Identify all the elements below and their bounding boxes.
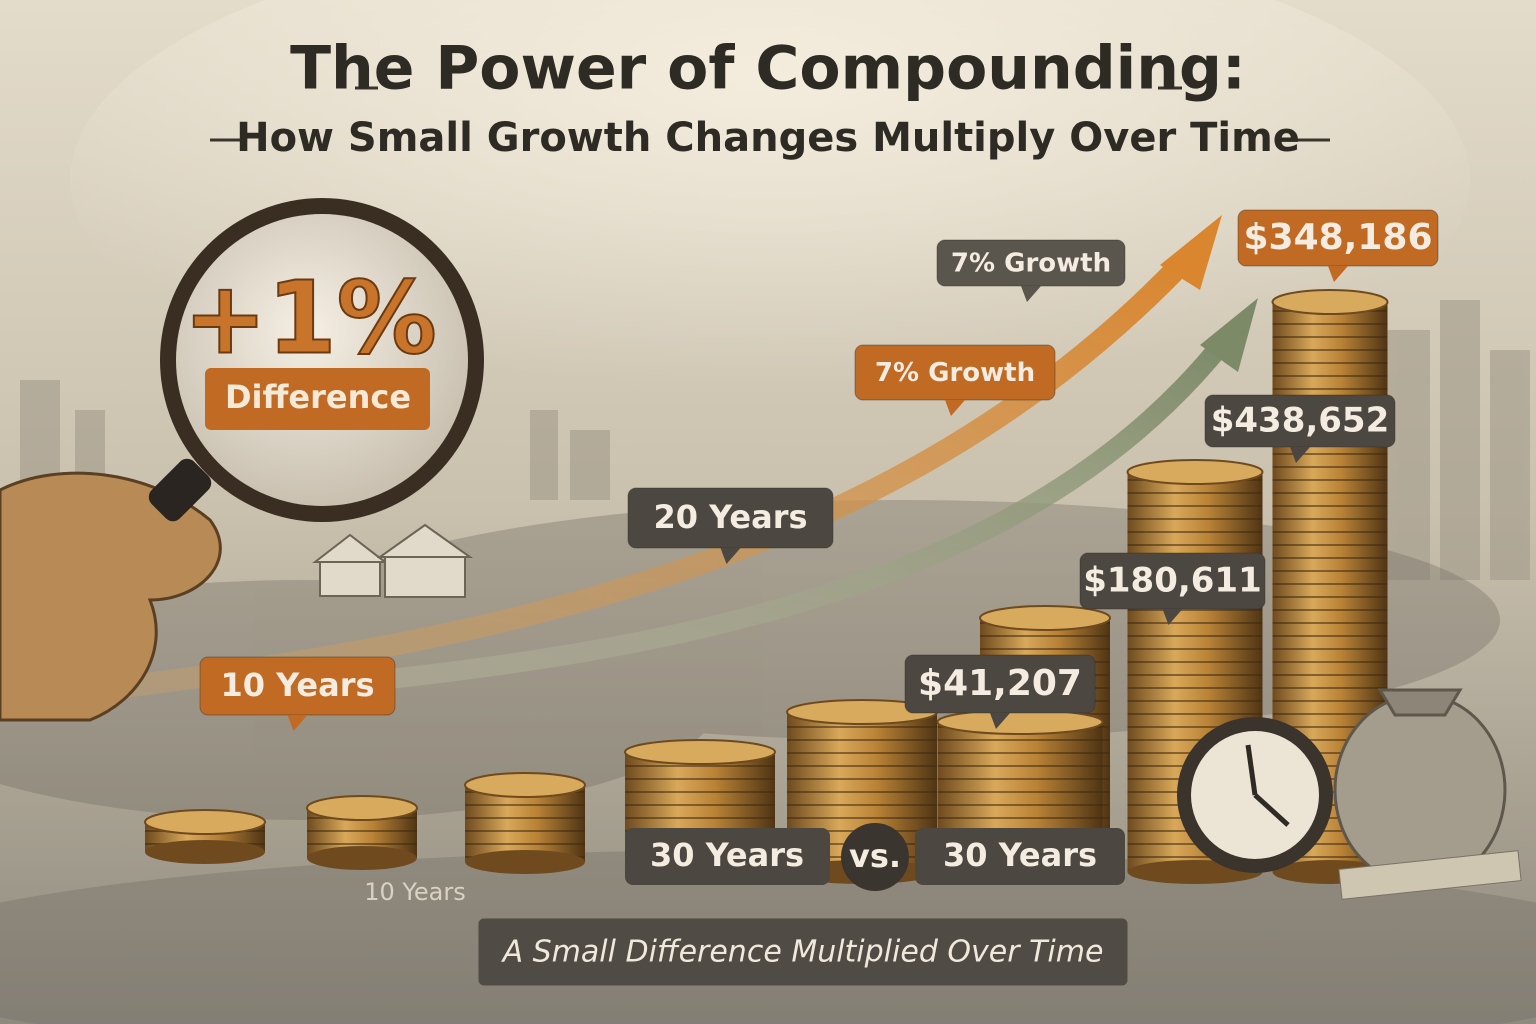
vs-badge	[841, 823, 909, 891]
coin-base	[307, 846, 417, 870]
growth-arrow-green	[378, 333, 1233, 690]
title: The Power of Compounding:	[290, 34, 1246, 104]
callout-tail	[1290, 447, 1310, 463]
coin-base	[465, 850, 585, 874]
magnifier-label: Difference	[225, 378, 411, 416]
arrowhead	[1160, 215, 1222, 290]
coin-top	[306, 795, 418, 821]
clock	[1177, 717, 1333, 873]
hand	[0, 471, 222, 722]
callout-text: $41,207	[918, 663, 1082, 704]
comparison-box	[625, 828, 830, 885]
coin-top	[624, 739, 776, 765]
coin-top	[1271, 289, 1389, 315]
coin-top	[1126, 459, 1264, 485]
houses	[312, 523, 474, 598]
coin-top	[464, 772, 586, 798]
callout-text: $438,652	[1211, 401, 1390, 441]
comparison-vs: vs.	[849, 837, 901, 875]
callout-tail	[1162, 609, 1183, 625]
callout-text: $180,611	[1083, 561, 1262, 601]
caption-box	[477, 917, 1129, 987]
subtitle: How Small Growth Changes Multiply Over T…	[236, 115, 1300, 161]
magnifier	[148, 198, 484, 522]
coin-top	[144, 809, 266, 835]
coin-top	[936, 709, 1104, 735]
money-bag	[1333, 688, 1522, 900]
magnifier-value: +1%	[183, 259, 437, 376]
callout-tail	[1021, 286, 1041, 302]
magnifier-label-box	[205, 368, 430, 430]
callout-text: 10 Years	[220, 666, 374, 704]
comparison-box	[915, 828, 1125, 885]
comparison-left: 30 Years	[650, 836, 804, 874]
callout-tail	[945, 400, 965, 416]
coin-top	[979, 605, 1111, 631]
comparison-right: 30 Years	[943, 836, 1097, 874]
coin-stack	[306, 795, 418, 870]
callout-text: 7% Growth	[951, 249, 1111, 279]
coin-stack	[464, 772, 586, 874]
callouts: 7% Growth $348,186 7% Growth $438,652 20 Yea…	[199, 209, 1439, 731]
coin-stack	[144, 809, 266, 864]
coin-base	[145, 840, 265, 864]
callout-tail	[720, 548, 741, 564]
callout-text: $348,186	[1243, 217, 1432, 258]
callout-tail	[1328, 266, 1348, 282]
callout-text: 7% Growth	[875, 358, 1035, 388]
caption: A Small Difference Multiplied Over Time	[501, 935, 1104, 970]
callout-tail	[287, 715, 308, 731]
arrowhead	[1200, 298, 1258, 372]
callout-text: 20 Years	[653, 498, 807, 536]
callout-tail	[990, 713, 1010, 729]
ground-label: 10 Years	[364, 878, 465, 906]
